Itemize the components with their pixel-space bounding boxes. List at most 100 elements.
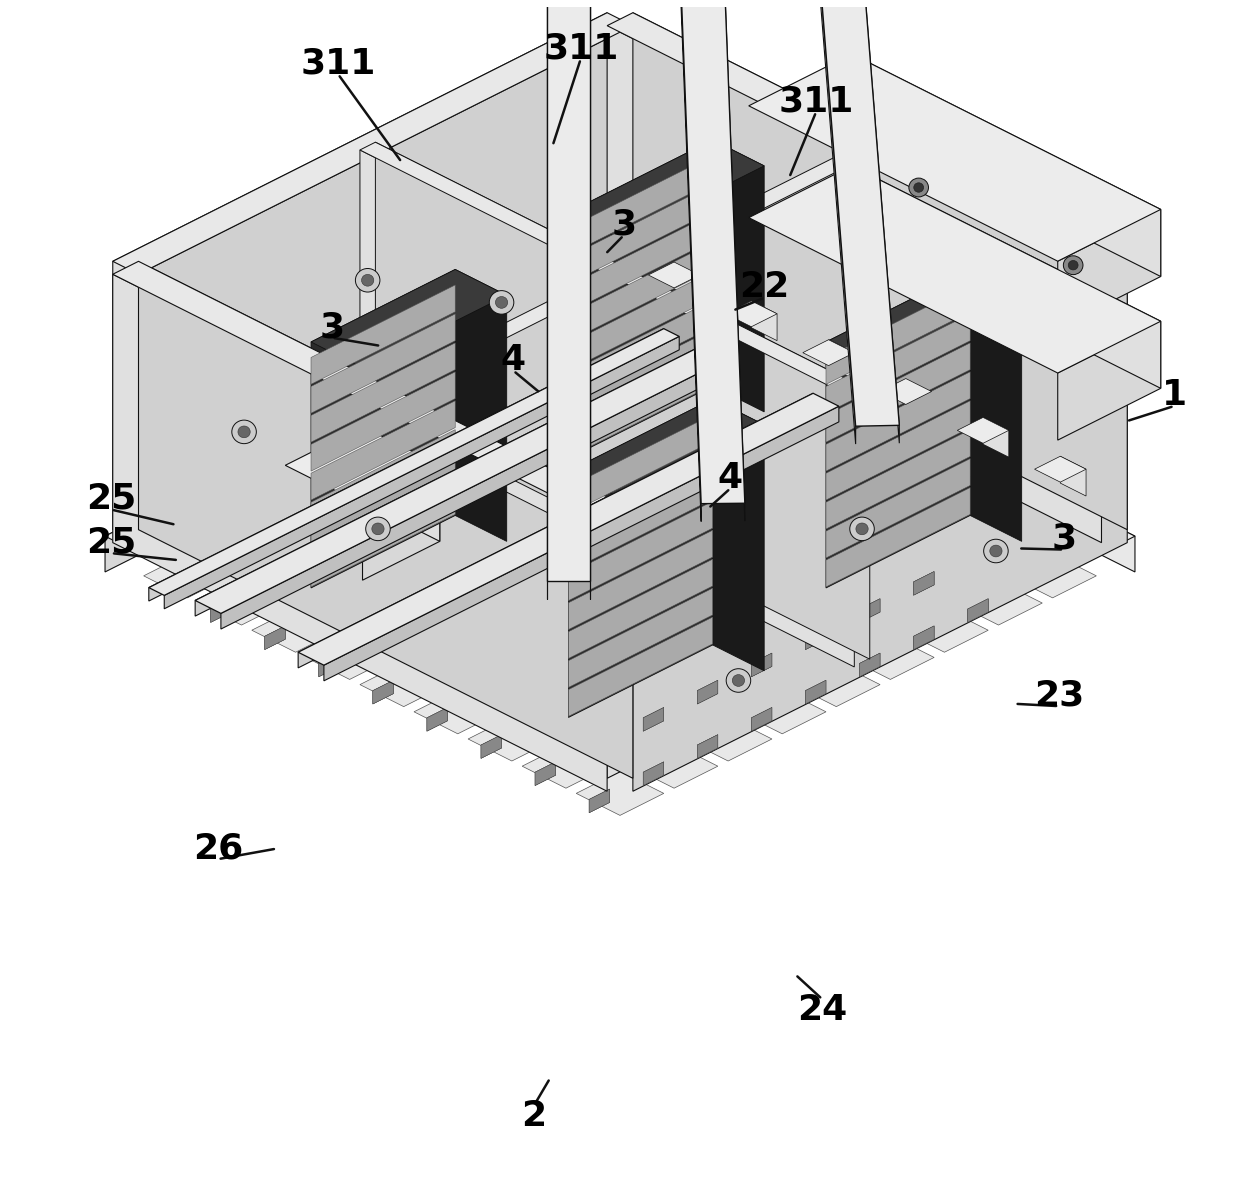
Polygon shape <box>306 636 393 679</box>
Polygon shape <box>105 278 620 572</box>
Polygon shape <box>113 261 632 523</box>
Circle shape <box>849 517 874 541</box>
Polygon shape <box>467 499 556 543</box>
Polygon shape <box>826 459 970 557</box>
Polygon shape <box>805 0 856 444</box>
Polygon shape <box>568 399 764 498</box>
Circle shape <box>490 291 513 314</box>
Polygon shape <box>608 13 1127 274</box>
Polygon shape <box>751 653 773 676</box>
Polygon shape <box>534 490 556 513</box>
Polygon shape <box>859 599 880 623</box>
Polygon shape <box>847 526 934 570</box>
Polygon shape <box>311 314 455 413</box>
Polygon shape <box>630 581 718 625</box>
Polygon shape <box>113 274 608 791</box>
Polygon shape <box>164 336 680 609</box>
Polygon shape <box>630 526 718 570</box>
Polygon shape <box>644 436 663 460</box>
Polygon shape <box>577 499 663 543</box>
Polygon shape <box>252 499 340 543</box>
Polygon shape <box>414 636 501 679</box>
Polygon shape <box>697 517 718 541</box>
Polygon shape <box>139 26 632 543</box>
Polygon shape <box>684 391 773 435</box>
Polygon shape <box>749 166 1161 373</box>
Polygon shape <box>725 301 777 326</box>
Polygon shape <box>847 581 934 625</box>
Polygon shape <box>211 599 231 623</box>
Polygon shape <box>371 142 880 399</box>
Polygon shape <box>568 300 713 399</box>
Polygon shape <box>739 473 826 516</box>
Polygon shape <box>522 636 610 679</box>
Polygon shape <box>534 653 556 676</box>
Polygon shape <box>264 625 285 649</box>
Polygon shape <box>577 772 663 816</box>
Polygon shape <box>481 463 501 486</box>
Polygon shape <box>914 572 934 596</box>
Polygon shape <box>577 554 663 598</box>
Polygon shape <box>644 490 663 513</box>
Polygon shape <box>481 517 501 541</box>
Text: 22: 22 <box>739 270 790 304</box>
Polygon shape <box>264 572 285 596</box>
Polygon shape <box>713 141 764 412</box>
Polygon shape <box>620 278 1135 572</box>
Polygon shape <box>427 544 448 568</box>
Polygon shape <box>751 301 777 341</box>
Text: 25: 25 <box>86 482 136 516</box>
Polygon shape <box>481 680 501 704</box>
Polygon shape <box>373 680 393 704</box>
Polygon shape <box>644 599 663 623</box>
Polygon shape <box>589 680 610 704</box>
Polygon shape <box>900 499 988 543</box>
Polygon shape <box>360 150 854 667</box>
Polygon shape <box>362 426 440 542</box>
Polygon shape <box>577 609 663 653</box>
Polygon shape <box>534 544 556 568</box>
Polygon shape <box>149 329 663 601</box>
Polygon shape <box>684 554 773 598</box>
Polygon shape <box>534 599 556 623</box>
Text: 311: 311 <box>779 85 854 118</box>
Polygon shape <box>360 445 448 490</box>
Text: 3: 3 <box>1052 522 1076 556</box>
Polygon shape <box>630 690 718 734</box>
Polygon shape <box>684 717 773 761</box>
Polygon shape <box>113 13 608 530</box>
Polygon shape <box>684 499 773 543</box>
Polygon shape <box>481 625 501 649</box>
Polygon shape <box>644 653 663 676</box>
Polygon shape <box>568 141 713 459</box>
Polygon shape <box>957 417 1009 443</box>
Polygon shape <box>534 707 556 731</box>
Polygon shape <box>608 261 1101 778</box>
Polygon shape <box>697 517 718 541</box>
Polygon shape <box>697 680 718 704</box>
Polygon shape <box>285 426 440 504</box>
Polygon shape <box>427 490 448 513</box>
Polygon shape <box>522 690 610 734</box>
Polygon shape <box>649 262 699 288</box>
Polygon shape <box>630 363 718 407</box>
Polygon shape <box>630 636 718 679</box>
Polygon shape <box>751 707 773 731</box>
Polygon shape <box>311 269 507 368</box>
Polygon shape <box>568 588 713 687</box>
Polygon shape <box>298 393 813 668</box>
Polygon shape <box>362 466 440 580</box>
Polygon shape <box>568 559 713 659</box>
Polygon shape <box>905 379 931 418</box>
Polygon shape <box>589 735 610 759</box>
Text: 25: 25 <box>86 525 136 560</box>
Polygon shape <box>568 617 713 717</box>
Polygon shape <box>311 487 455 587</box>
Polygon shape <box>852 54 1161 276</box>
Polygon shape <box>589 572 610 596</box>
Polygon shape <box>534 599 556 623</box>
Circle shape <box>861 268 884 292</box>
Polygon shape <box>684 662 773 706</box>
Polygon shape <box>806 517 826 541</box>
Polygon shape <box>195 342 711 616</box>
